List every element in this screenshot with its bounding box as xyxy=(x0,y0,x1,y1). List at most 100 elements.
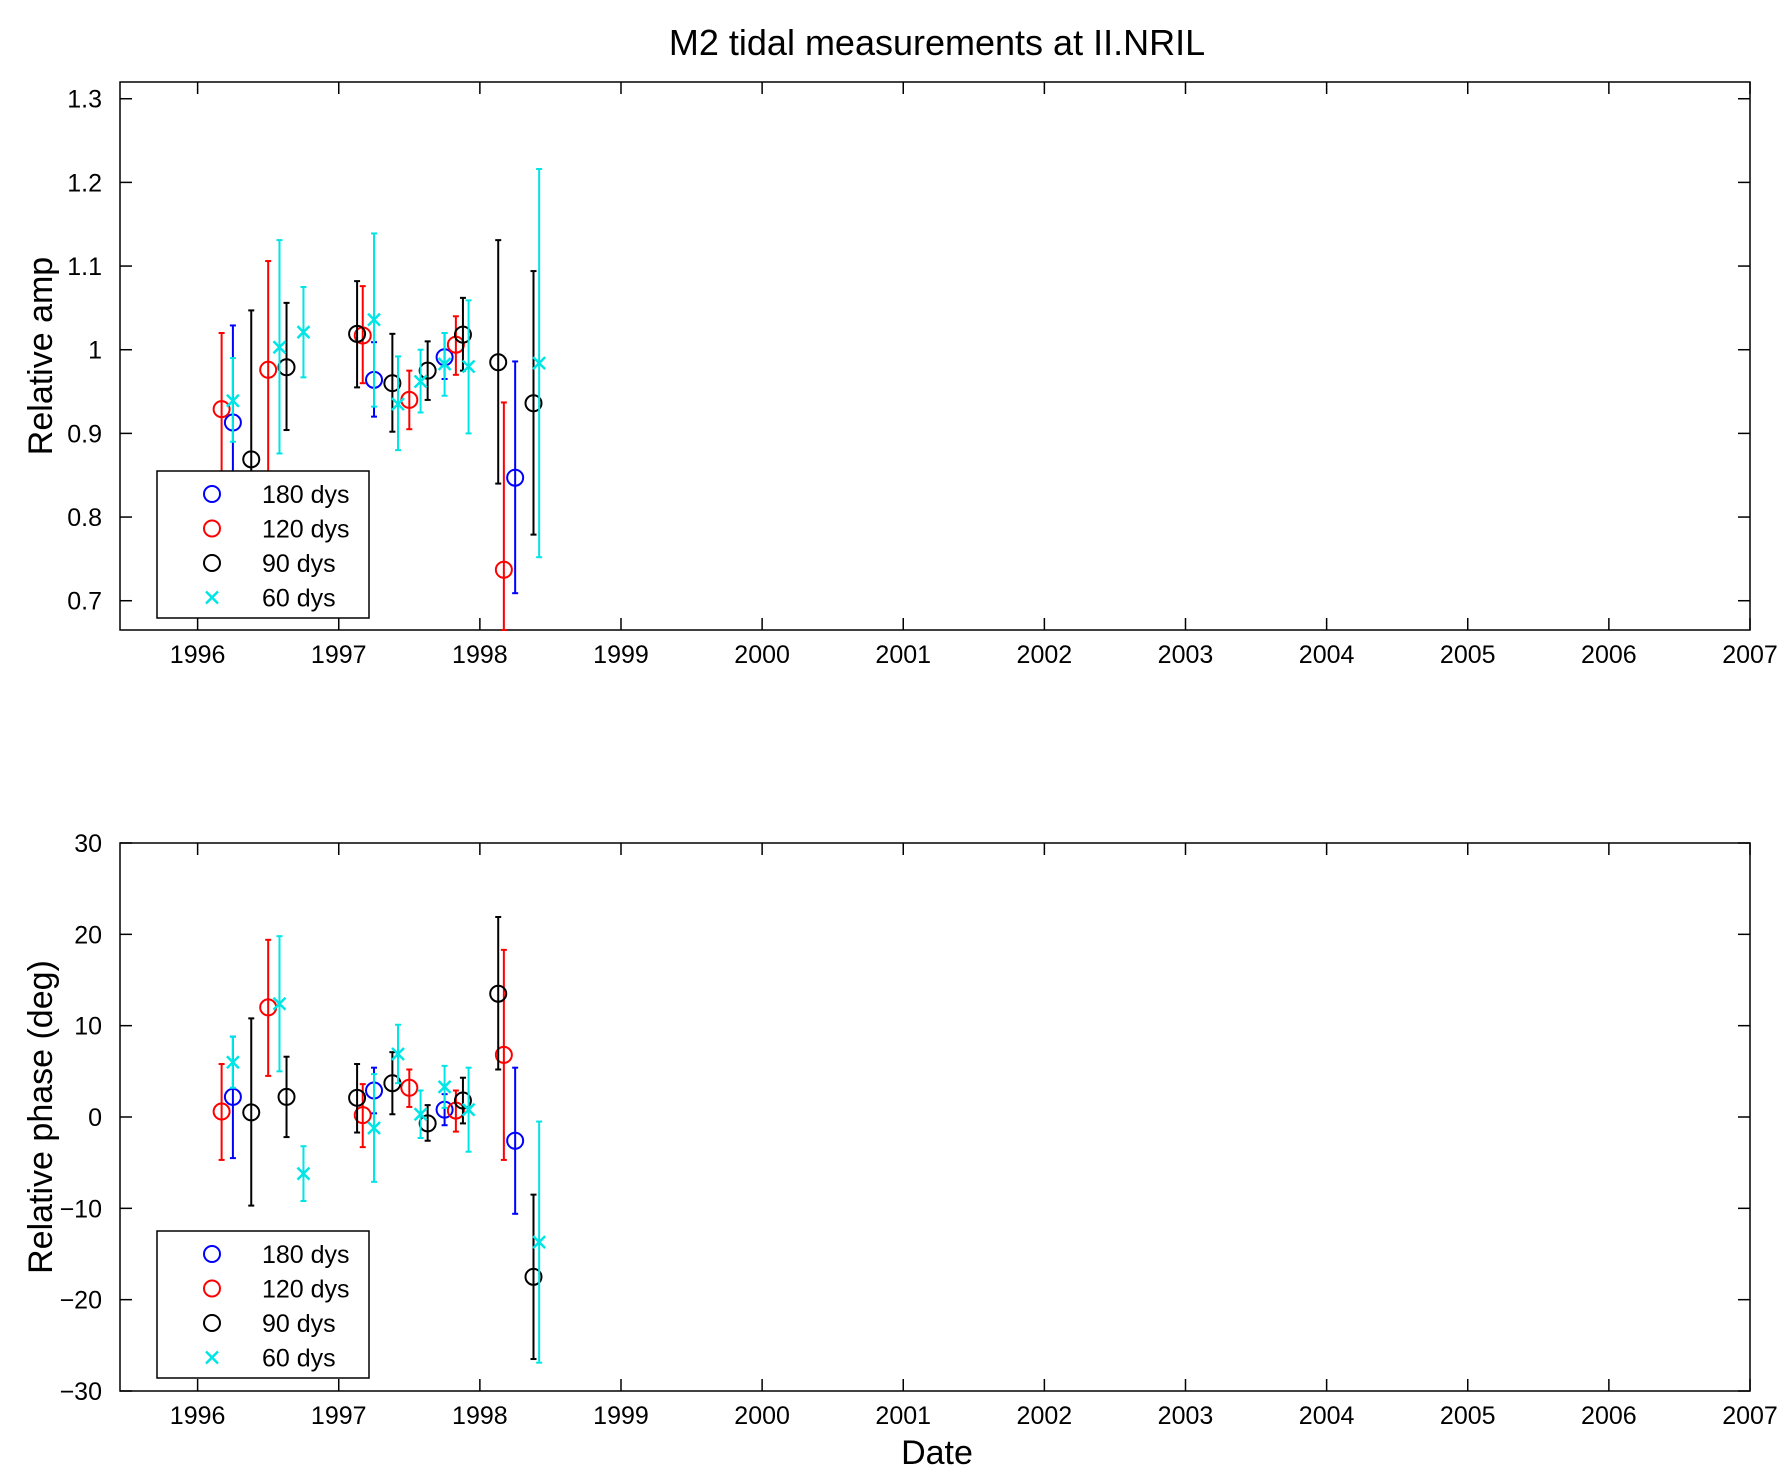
x-tick-label: 1996 xyxy=(170,641,226,669)
y-tick-label: 0.7 xyxy=(67,588,102,616)
legend-box xyxy=(156,470,370,619)
x-tick-label: 2000 xyxy=(734,1402,790,1430)
data-point-x-marker xyxy=(413,374,428,389)
series-90-dys xyxy=(242,915,543,1361)
data-point-x-marker xyxy=(296,325,311,340)
legend-circle-marker xyxy=(203,1314,221,1332)
legend: 180 dys 120 dys 90 dys 60 dys xyxy=(156,1230,370,1379)
x-tick-label: 2002 xyxy=(1017,641,1073,669)
x-tick-label: 2002 xyxy=(1017,1402,1073,1430)
amplitude-panel: 1996 1997 1998 1999 2000 2001 2002 2003 2004 2005… xyxy=(22,81,1778,669)
data-point-x-marker xyxy=(226,393,240,408)
x-tick-label: 2001 xyxy=(875,1402,931,1430)
legend-label: 60 dys xyxy=(262,1345,336,1373)
y-tick-label: 0 xyxy=(88,1104,102,1132)
legend: 180 dys 120 dys 90 dys 60 dys xyxy=(156,470,370,619)
data-point-x-marker xyxy=(296,1166,311,1181)
data-point-circle-marker xyxy=(242,450,261,469)
y-tick-label: 0.8 xyxy=(67,504,102,532)
x-tick-label: 2004 xyxy=(1299,641,1355,669)
data-point-circle-marker xyxy=(242,1103,261,1122)
x-tick-label: 1999 xyxy=(593,1402,649,1430)
legend-circle-marker xyxy=(203,1245,221,1263)
x-tick-label: 1999 xyxy=(593,641,649,669)
legend-label: 120 dys xyxy=(262,516,350,544)
legend-box xyxy=(156,1230,370,1379)
data-point-circle-marker xyxy=(506,1131,525,1150)
x-tick-label: 2004 xyxy=(1299,1402,1355,1430)
y-tick-label: 1.1 xyxy=(67,253,102,281)
legend-label: 180 dys xyxy=(262,481,350,509)
x-tick-label: 2005 xyxy=(1440,641,1496,669)
data-point-circle-marker xyxy=(494,1045,513,1064)
data-point-x-marker xyxy=(461,1102,476,1117)
x-tick-label: 1997 xyxy=(311,641,367,669)
phase-panel: 1996 1997 1998 1999 2000 2001 2002 2003 2004 2005… xyxy=(22,830,1778,1430)
series-120-dys xyxy=(212,260,513,631)
legend-circle-marker xyxy=(203,1279,221,1298)
y-axis-label: Relative amp xyxy=(22,257,60,455)
y-tick-label: −20 xyxy=(60,1287,102,1315)
data-point-x-marker xyxy=(272,340,287,355)
y-tick-label: 20 xyxy=(74,921,102,949)
data-point-circle-marker xyxy=(348,324,367,343)
data-point-x-marker xyxy=(226,1055,240,1070)
figure-title: M2 tidal measurements at II.NRIL xyxy=(669,22,1205,63)
legend-label: 90 dys xyxy=(262,1310,336,1338)
data-point-circle-marker xyxy=(259,360,278,379)
data-point-circle-marker xyxy=(277,1087,296,1106)
data-point-circle-marker xyxy=(453,325,472,344)
x-tick-label: 2006 xyxy=(1581,641,1637,669)
y-tick-label: 10 xyxy=(74,1013,102,1041)
x-tick-label: 1996 xyxy=(170,1402,226,1430)
data-point-circle-marker xyxy=(494,560,513,579)
y-tick-label: 30 xyxy=(74,830,102,858)
y-tick-label: −10 xyxy=(60,1195,102,1223)
x-tick-label: 1998 xyxy=(452,641,508,669)
legend-x-marker xyxy=(205,590,219,605)
data-point-x-marker xyxy=(532,1235,547,1250)
series-60-dys xyxy=(226,168,547,559)
y-tick-label: 1 xyxy=(88,337,102,365)
data-point-x-marker xyxy=(437,1079,452,1094)
data-point-circle-marker xyxy=(489,984,508,1003)
data-point-x-marker xyxy=(532,356,547,370)
data-point-circle-marker xyxy=(383,374,402,393)
x-tick-label: 1998 xyxy=(452,1402,508,1430)
data-point-circle-marker xyxy=(353,1106,372,1125)
series-120-dys xyxy=(212,938,513,1161)
data-point-x-marker xyxy=(391,397,405,411)
legend-label: 180 dys xyxy=(262,1241,350,1269)
x-tick-label: 2003 xyxy=(1158,1402,1214,1430)
y-tick-label: 1.2 xyxy=(67,169,102,197)
data-point-circle-marker xyxy=(348,1088,367,1107)
plot-area xyxy=(119,81,1751,631)
x-tick-label: 2001 xyxy=(875,641,931,669)
data-point-x-marker xyxy=(413,1107,428,1122)
x-tick-label: 2006 xyxy=(1581,1402,1637,1430)
data-point-circle-marker xyxy=(400,1078,419,1097)
x-tick-label: 1997 xyxy=(311,1402,367,1430)
data-point-x-marker xyxy=(461,359,476,374)
x-tick-label: 2003 xyxy=(1158,641,1214,669)
data-point-circle-marker xyxy=(524,1267,543,1286)
data-point-circle-marker xyxy=(223,1087,242,1106)
legend-label: 120 dys xyxy=(262,1276,350,1304)
series-60-dys xyxy=(226,935,547,1364)
data-point-x-marker xyxy=(391,1047,405,1061)
data-point-circle-marker xyxy=(453,1091,472,1110)
data-point-x-marker xyxy=(367,1121,381,1135)
data-point-x-marker xyxy=(367,312,381,327)
y-tick-label: 1.3 xyxy=(67,86,102,114)
x-tick-label: 2005 xyxy=(1440,1402,1496,1430)
data-point-x-marker xyxy=(272,996,287,1011)
x-tick-label: 2007 xyxy=(1722,641,1778,669)
legend-label: 60 dys xyxy=(262,585,336,613)
data-point-circle-marker xyxy=(524,394,543,413)
legend-circle-marker xyxy=(203,554,221,572)
y-tick-label: −30 xyxy=(60,1378,102,1406)
legend-circle-marker xyxy=(203,485,221,503)
data-point-circle-marker xyxy=(489,353,508,372)
